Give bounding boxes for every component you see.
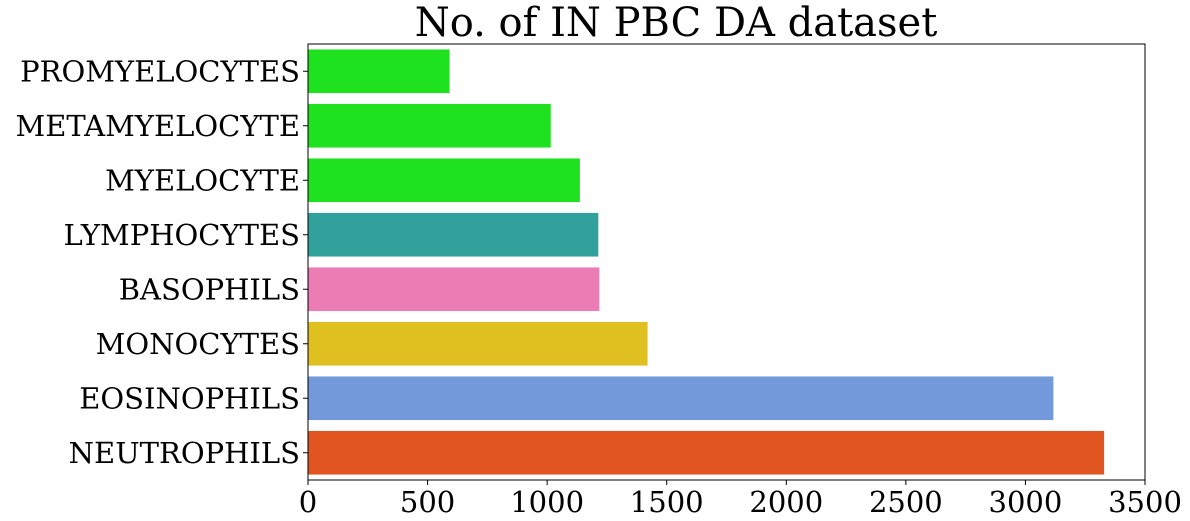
bar-basophils — [308, 267, 600, 312]
bar-lymphocytes — [308, 212, 599, 257]
x-tick-label-2500: 2500 — [869, 485, 943, 519]
y-tick-label-basophils: BASOPHILS — [119, 272, 300, 306]
y-tick-label-metamyelocyte: METAMYELOCYTE — [16, 109, 300, 143]
y-tick-label-lymphocytes: LYMPHOCYTES — [63, 218, 300, 252]
bars-group — [308, 49, 1105, 475]
plot-frame — [307, 43, 1146, 481]
bar-promyelocytes — [308, 49, 450, 94]
x-tick-label-3000: 3000 — [989, 485, 1063, 519]
y-tick-label-myelocyte: MYELOCYTE — [105, 163, 300, 197]
y-tick-label-promyelocytes: PROMYELOCYTES — [20, 54, 300, 88]
x-tick-label-500: 500 — [400, 485, 455, 519]
x-tick-label-1000: 1000 — [510, 485, 584, 519]
bar-monocytes — [308, 321, 648, 366]
y-axis: PROMYELOCYTES METAMYELOCYTE MYELOCYTE LYMPH… — [16, 54, 308, 470]
y-tick-label-monocytes: MONOCYTES — [96, 327, 300, 361]
bar-eosinophils — [308, 376, 1054, 421]
x-tick-label-0: 0 — [299, 485, 317, 519]
x-tick-label-1500: 1500 — [630, 485, 704, 519]
bar-myelocyte — [308, 158, 580, 203]
x-tick-label-2000: 2000 — [749, 485, 823, 519]
bar-metamyelocyte — [308, 103, 551, 148]
chart-title: No. of IN PBC DA dataset — [415, 0, 938, 46]
x-axis: 0 500 1000 1500 2000 2500 3000 3500 — [299, 480, 1182, 519]
bar-neutrophils — [308, 430, 1105, 475]
y-tick-label-eosinophils: EOSINOPHILS — [79, 381, 300, 415]
x-tick-label-3500: 3500 — [1108, 485, 1182, 519]
y-tick-label-neutrophils: NEUTROPHILS — [69, 436, 300, 470]
